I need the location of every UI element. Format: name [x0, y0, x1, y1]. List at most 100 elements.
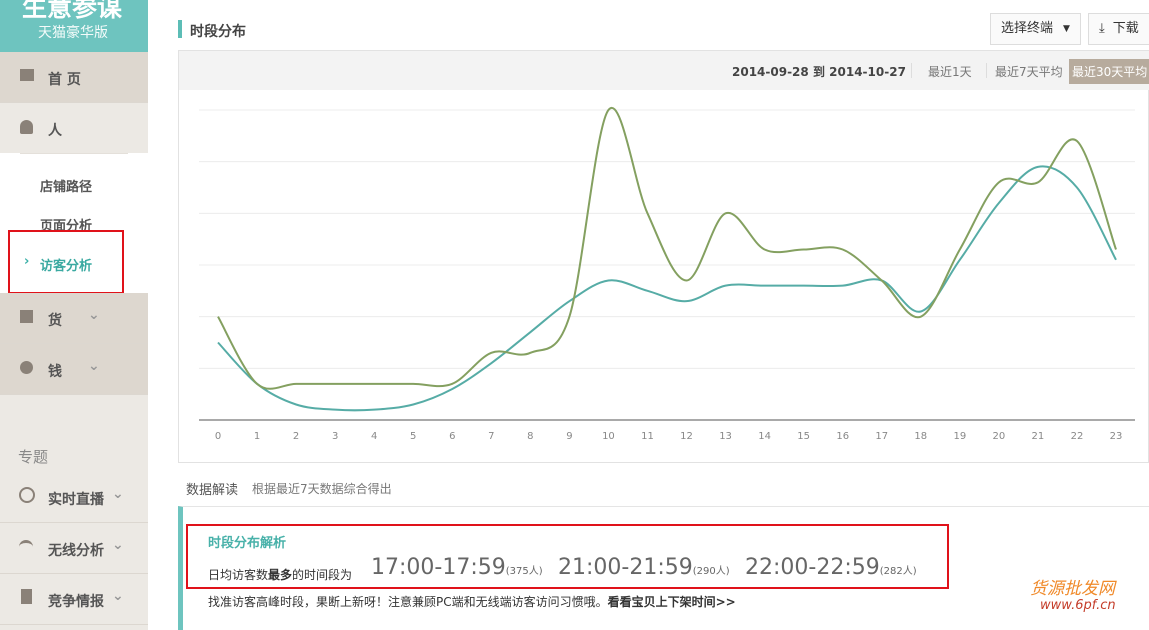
logo: 生意参谋 天猫豪华版 [0, 0, 148, 52]
topic[interactable]: 竞争情报 ⌄ [0, 574, 148, 625]
range-option[interactable]: 最近1天 [928, 65, 972, 79]
divider [20, 153, 128, 154]
section-title: 专题 [18, 448, 49, 466]
separator [986, 63, 987, 78]
tip-link[interactable]: 看看宝贝上下架时间>> [607, 595, 736, 609]
peak-count: (282人) [879, 566, 917, 577]
button-label: 下载 [1112, 21, 1139, 36]
topic-label: 实时直播 [48, 492, 104, 508]
series-line [217, 165, 1117, 412]
watermark-url: www.6pf.cn [1040, 598, 1116, 613]
x-tick-label: 20 [993, 431, 1006, 442]
x-tick-label: 19 [953, 431, 966, 442]
page-title: 时段分布 [190, 24, 246, 40]
watermark-name: 货源批发网 [1030, 579, 1115, 599]
chevron: ⌄ [88, 307, 100, 323]
tip-text: 找准访客高峰时段，果断上新呀！注意兼顾PC端和无线端访客访问习惯哦。 [208, 595, 608, 609]
x-tick-label: 1 [254, 431, 260, 442]
x-tick-label: 13 [719, 431, 732, 442]
logo-subtitle: 天猫豪华版 [38, 25, 108, 41]
x-tick-label: 8 [527, 431, 533, 442]
x-tick-label: 7 [488, 431, 494, 442]
topic-label: 竞争情报 [48, 594, 104, 610]
toolbar [179, 51, 1149, 90]
separator [911, 63, 912, 78]
x-tick-label: 14 [758, 431, 771, 442]
menu-people[interactable]: 人 [0, 103, 148, 153]
x-tick-label: 18 [914, 431, 927, 442]
x-tick-label: 12 [680, 431, 693, 442]
x-tick-label: 17 [875, 431, 888, 442]
submenu-item[interactable]: 店铺路径 [40, 180, 93, 195]
topic-icon [19, 540, 33, 553]
topic[interactable]: 实时直播 ⌄ [0, 472, 148, 523]
x-tick-label: 22 [1071, 431, 1084, 442]
x-tick-label: 6 [449, 431, 455, 442]
menu-label: 首 页 [48, 72, 81, 88]
menu-goods[interactable]: 货 ⌄ [0, 293, 148, 344]
peak-count: (375人) [505, 566, 543, 577]
terminal-select[interactable]: 选择终端 ▼ [990, 13, 1081, 45]
chevron: › [24, 254, 30, 269]
button-label: 选择终端 [1001, 21, 1054, 36]
analysis-heading: 时段分布解析 [208, 536, 287, 551]
x-tick-label: 23 [1110, 431, 1123, 442]
x-tick-label: 5 [410, 431, 416, 442]
submenu-item-active[interactable]: 访客分析 [40, 259, 93, 274]
x-tick-label: 10 [602, 431, 615, 442]
lead-text: 的时间段为 [292, 568, 353, 582]
money-icon [20, 361, 33, 374]
peak-time: 21:00-21:59 [558, 555, 693, 580]
topic[interactable]: 无线分析 ⌄ [0, 523, 148, 574]
range-option-active[interactable]: 最近30天平均 [1069, 59, 1149, 84]
highlight-box [186, 524, 949, 589]
peak-time: 22:00-22:59 [745, 555, 880, 580]
x-tick-label: 9 [566, 431, 572, 442]
tip: 找准访客高峰时段，果断上新呀！注意兼顾PC端和无线端访客访问习惯哦。看看宝贝上下… [208, 593, 736, 610]
x-tick-label: 16 [836, 431, 849, 442]
menu-label: 钱 [48, 364, 62, 380]
topic-label: 无线分析 [48, 543, 104, 559]
topic-icon [19, 487, 35, 503]
peak-count: (290人) [692, 566, 730, 577]
people-icon [20, 120, 33, 134]
x-tick-label: 4 [371, 431, 377, 442]
interpretation-note: 根据最近7天数据综合得出 [252, 482, 392, 496]
analysis-lead: 日均访客数最多的时间段为 [208, 566, 352, 583]
x-tick-label: 21 [1032, 431, 1045, 442]
menu-label: 货 [48, 313, 62, 329]
date-end: 2014-10-27 [829, 65, 906, 79]
chevron: ⌄ [112, 486, 124, 502]
peak: 21:00-21:59(290人) [558, 555, 730, 580]
chevron: ⌄ [112, 588, 124, 604]
x-tick-label: 3 [332, 431, 338, 442]
peak: 22:00-22:59(282人) [745, 555, 917, 580]
lead-text: 日均访客数 [208, 568, 269, 582]
interpretation-title: 数据解读 [186, 483, 239, 498]
chevron: ⌄ [112, 537, 124, 553]
x-tick-label: 11 [641, 431, 654, 442]
analysis-card [178, 506, 1149, 630]
chart: 0 1 2 3 4 5 6 7 8 9 10 11 12 13 14 15 16 17 18 19 20 21 22 23 [199, 106, 1135, 442]
range-option[interactable]: 最近7天平均 [995, 65, 1063, 79]
series-line [217, 106, 1117, 390]
date-range: 2014-09-28 到 2014-10-27 [732, 63, 906, 80]
logo-title: 生意参谋 [22, 0, 123, 22]
title-bar [178, 20, 182, 38]
x-tick-label: 0 [215, 431, 221, 442]
download-button[interactable]: ⤓ 下载 [1088, 13, 1149, 45]
topic-icon [21, 589, 32, 604]
download-icon: ⤓ [1099, 21, 1105, 36]
goods-icon [20, 310, 33, 323]
date-to: 到 [812, 65, 825, 79]
x-tick-label: 2 [293, 431, 299, 442]
chevron: ⌄ [88, 358, 100, 374]
menu-home[interactable]: 首 页 [0, 52, 148, 103]
peak: 17:00-17:59(375人) [371, 555, 543, 580]
caret: ▼ [1063, 24, 1070, 34]
menu-money[interactable]: 钱 ⌄ [0, 344, 148, 395]
highlight-box [8, 230, 124, 294]
peak-time: 17:00-17:59 [371, 555, 506, 580]
x-tick-label: 15 [797, 431, 810, 442]
